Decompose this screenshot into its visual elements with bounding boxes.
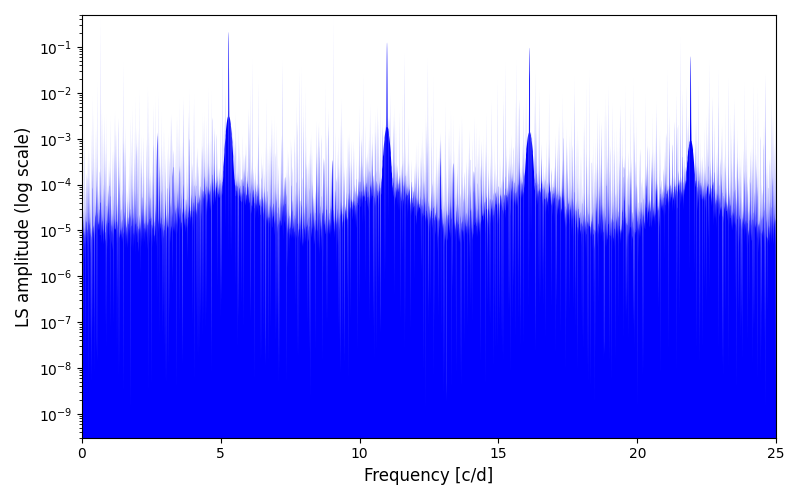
X-axis label: Frequency [c/d]: Frequency [c/d] [364, 467, 494, 485]
Y-axis label: LS amplitude (log scale): LS amplitude (log scale) [15, 126, 33, 326]
